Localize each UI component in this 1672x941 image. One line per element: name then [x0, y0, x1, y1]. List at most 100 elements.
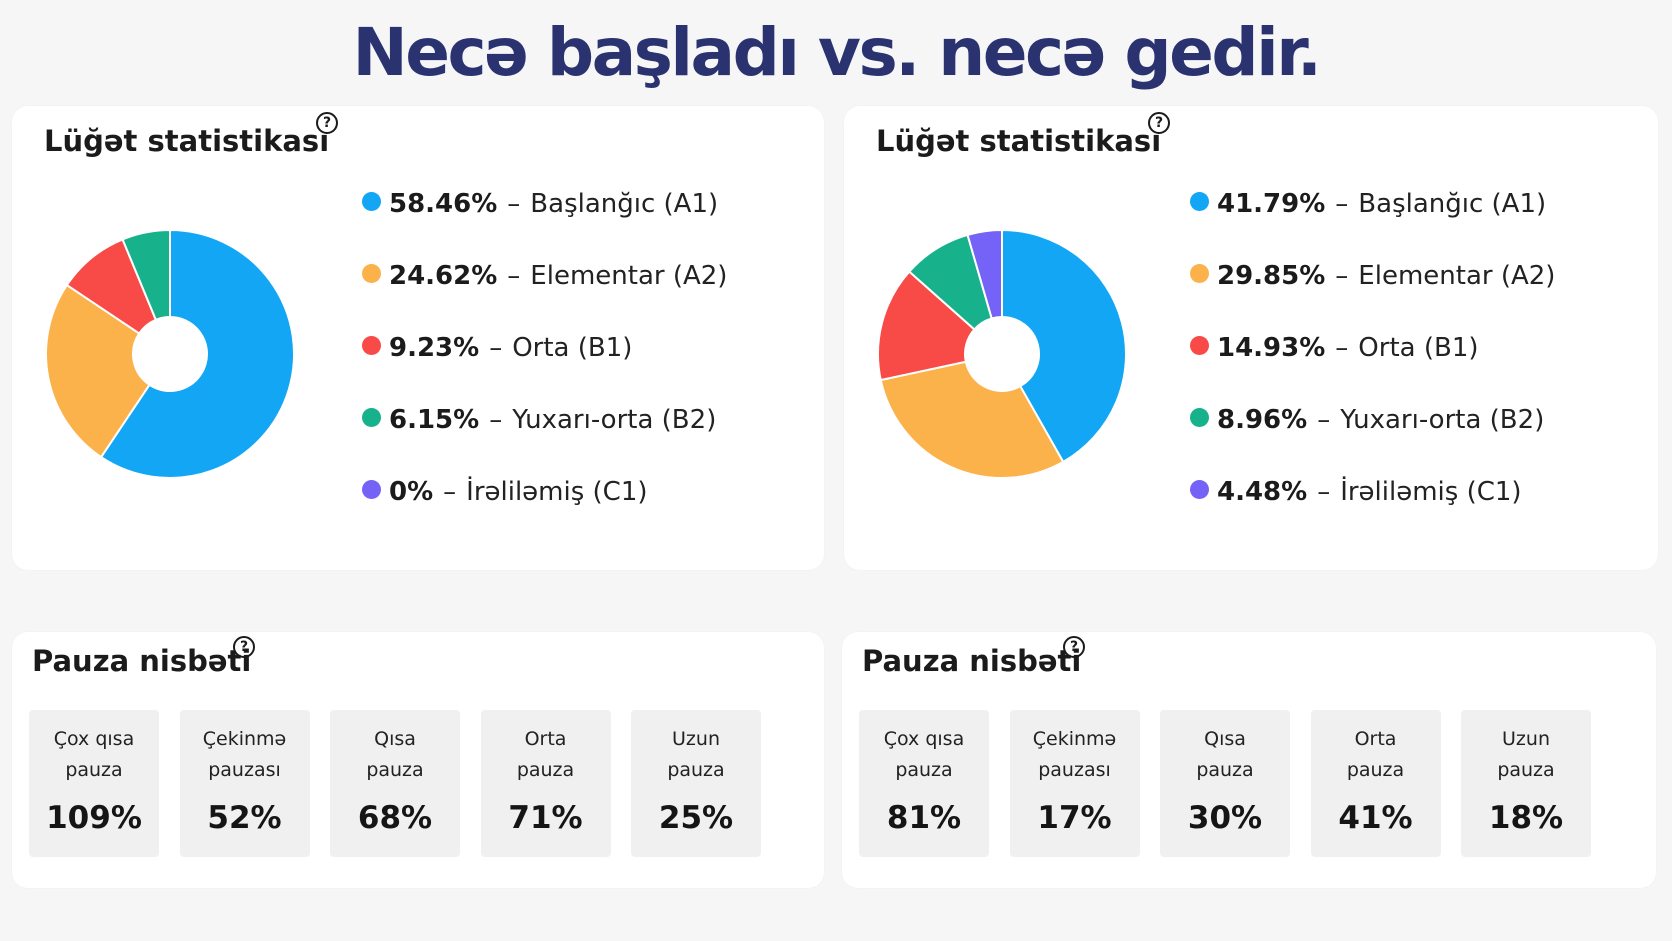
- legend-item: 4.48% – İrəliləmiş (C1): [1190, 474, 1522, 510]
- legend-item: 24.62% – Elementar (A2): [362, 258, 727, 294]
- vocab-card-before: Lüğət statistikası ? 58.46% – Başlanğıc (A…: [12, 106, 824, 570]
- pie-chart: [45, 228, 295, 479]
- legend-item: 58.46% – Başlanğıc (A1): [362, 186, 718, 222]
- page-title: Necə başladı vs. necə gedir.: [352, 14, 1323, 91]
- card-title: Pauza nisbəti: [32, 644, 252, 678]
- legend-dot-icon: [1190, 264, 1209, 283]
- card-title: Lüğət statistikası: [876, 124, 1162, 158]
- legend-label: Yuxarı-orta (B2): [512, 405, 717, 435]
- legend-label: Başlanğıc (A1): [1358, 189, 1547, 219]
- pause-tile-label: Orta pauza: [516, 728, 575, 781]
- pause-tile-label: Orta pauza: [1346, 728, 1405, 781]
- pause-tile-value: 81%: [886, 800, 962, 836]
- legend-dot-icon: [1190, 408, 1209, 427]
- pause-tile-label: Qısa pauza: [366, 728, 424, 781]
- pause-tile-value: 68%: [357, 800, 433, 836]
- legend-item: 0% – İrəliləmiş (C1): [362, 474, 648, 510]
- help-icon[interactable]: ?: [233, 636, 255, 658]
- legend-percent: 0%: [389, 477, 434, 507]
- legend-percent: 9.23%: [389, 333, 480, 363]
- pause-tile-label: Qısa pauza: [1196, 728, 1254, 781]
- pie-slice-yuxar-orta-b2[interactable]: [121, 228, 171, 322]
- legend-item: 8.96% – Yuxarı-orta (B2): [1190, 402, 1544, 438]
- legend-separator: –: [1335, 261, 1349, 291]
- pause-tile-value: 18%: [1488, 800, 1564, 836]
- legend-percent: 58.46%: [389, 189, 498, 219]
- legend-dot-icon: [1190, 336, 1209, 355]
- legend-separator: –: [1335, 333, 1349, 363]
- legend-dot-icon: [362, 336, 381, 355]
- pause-tile-value: 71%: [508, 800, 583, 836]
- legend-percent: 6.15%: [389, 405, 480, 435]
- help-icon[interactable]: ?: [1148, 112, 1170, 134]
- pie-slice-orta-b1[interactable]: [877, 270, 976, 382]
- pause-card-now: Pauza nisbəti ? Çox qısa pauza 81% Çekinmə p…: [842, 632, 1656, 888]
- legend-separator: –: [489, 333, 503, 363]
- legend-percent: 24.62%: [389, 261, 498, 291]
- vocab-card-now: Lüğət statistikası ? 41.79% – Başlanğıc (A…: [844, 106, 1658, 570]
- card-title: Pauza nisbəti: [862, 644, 1082, 678]
- pause-tile: Çekinmə pauzası 17%: [1009, 710, 1140, 857]
- pause-tile: Uzun pauza 25%: [631, 710, 761, 857]
- pie-slice-i-r-lil-mi-c1[interactable]: [966, 228, 1003, 320]
- legend-dot-icon: [362, 192, 381, 211]
- pie-slice-ba-lan-c-a1[interactable]: [1001, 228, 1127, 464]
- legend-dot-icon: [362, 264, 381, 283]
- pause-tile: Çox qısa pauza 81%: [859, 710, 989, 857]
- legend-separator: –: [1317, 405, 1331, 435]
- legend-separator: –: [507, 261, 521, 291]
- legend-dot-icon: [362, 480, 381, 499]
- pause-tile-value: 52%: [207, 800, 282, 836]
- legend-label: Yuxarı-orta (B2): [1340, 405, 1545, 435]
- legend-percent: 41.79%: [1217, 189, 1326, 219]
- legend-separator: –: [489, 405, 503, 435]
- pause-tile-value: 30%: [1187, 800, 1263, 836]
- legend-label: Orta (B1): [512, 333, 633, 363]
- pause-card-before: Pauza nisbəti ? Çox qısa pauza 109% Çekinmə…: [12, 632, 824, 888]
- pie-slice-elementar-a2[interactable]: [45, 283, 151, 459]
- pause-tile-label: Çekinmə pauzası: [202, 728, 287, 781]
- pause-tile-label: Uzun pauza: [1497, 728, 1555, 781]
- legend-item: 9.23% – Orta (B1): [362, 330, 632, 366]
- legend-separator: –: [443, 477, 457, 507]
- legend-dot-icon: [1190, 192, 1209, 211]
- pause-tile-label: Çox qısa pauza: [53, 728, 135, 781]
- help-icon[interactable]: ?: [1063, 636, 1085, 658]
- legend-percent: 8.96%: [1217, 405, 1308, 435]
- pause-tile: Orta pauza 71%: [480, 710, 611, 857]
- legend-item: 6.15% – Yuxarı-orta (B2): [362, 402, 716, 438]
- legend-item: 29.85% – Elementar (A2): [1190, 258, 1555, 294]
- pause-tile: Çekinmə pauzası 52%: [179, 710, 310, 857]
- pause-tile: Qısa pauza 68%: [330, 710, 460, 857]
- pie-slice-elementar-a2[interactable]: [879, 360, 1065, 479]
- pause-tile: Çox qısa pauza 109%: [29, 710, 159, 857]
- legend-label: Elementar (A2): [1358, 261, 1556, 291]
- pause-tile-value: 25%: [658, 800, 734, 836]
- legend-dot-icon: [1190, 480, 1209, 499]
- pie-chart: [877, 228, 1127, 479]
- legend-dot-icon: [362, 408, 381, 427]
- legend-percent: 4.48%: [1217, 477, 1308, 507]
- pause-tile: Qısa pauza 30%: [1160, 710, 1290, 857]
- legend-separator: –: [1335, 189, 1349, 219]
- legend-item: 41.79% – Başlanğıc (A1): [1190, 186, 1546, 222]
- legend-percent: 29.85%: [1217, 261, 1326, 291]
- pie-slice-ba-lan-c-a1[interactable]: [99, 228, 295, 479]
- card-title: Lüğət statistikası: [44, 124, 330, 158]
- pause-tile-value: 109%: [46, 800, 142, 836]
- pause-tile: Orta pauza 41%: [1310, 710, 1441, 857]
- legend-separator: –: [1317, 477, 1331, 507]
- pause-tile: Uzun pauza 18%: [1461, 710, 1591, 857]
- pause-tile-value: 41%: [1338, 800, 1413, 836]
- legend-label: İrəliləmiş (C1): [466, 477, 648, 507]
- legend-separator: –: [507, 189, 521, 219]
- legend-percent: 14.93%: [1217, 333, 1326, 363]
- pause-tile-label: Uzun pauza: [667, 728, 725, 781]
- pause-tile-label: Çekinmə pauzası: [1032, 728, 1117, 781]
- pause-tile-label: Çox qısa pauza: [883, 728, 965, 781]
- help-icon[interactable]: ?: [316, 112, 338, 134]
- legend-label: Elementar (A2): [530, 261, 728, 291]
- legend-label: Başlanğıc (A1): [530, 189, 719, 219]
- legend-label: Orta (B1): [1358, 333, 1479, 363]
- legend-item: 14.93% – Orta (B1): [1190, 330, 1479, 366]
